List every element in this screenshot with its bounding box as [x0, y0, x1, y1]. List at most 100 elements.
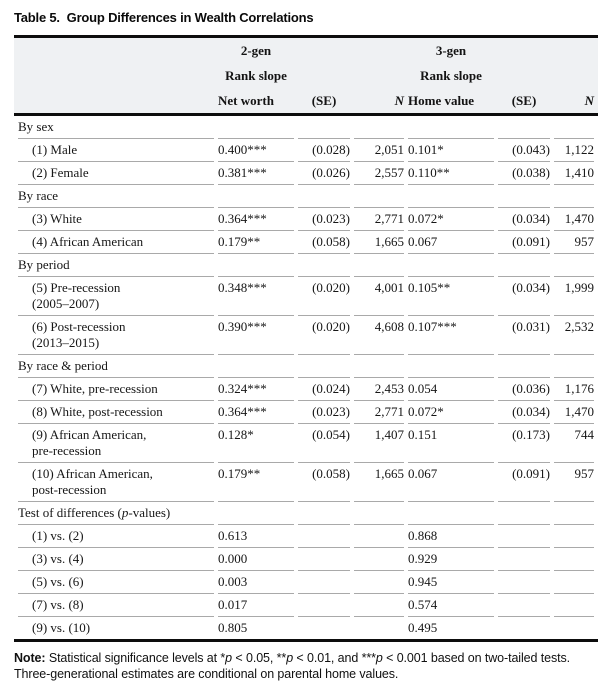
note-label: Note:: [14, 651, 46, 665]
home-value-n: 957: [554, 231, 594, 254]
net-worth-pvalue: 0.000: [218, 548, 294, 571]
col-header-2gen: 2-gen: [240, 43, 272, 58]
header-row-gen: 2-gen 3-gen: [18, 38, 594, 63]
wealth-correlations-table: By sex (1) Male 0.400*** (0.028) 2,051 0…: [14, 116, 598, 639]
table-row: (9) African American, pre-recession 0.12…: [18, 424, 594, 463]
home-value-se: (0.034): [498, 401, 550, 424]
col-header-net-worth: Net worth: [218, 93, 274, 108]
home-value-pvalue: 0.574: [408, 594, 494, 617]
home-value-n: 1,999: [554, 277, 594, 316]
row-label: (7) vs. (8): [18, 594, 214, 617]
net-worth-estimate: 0.364***: [218, 401, 294, 424]
net-worth-n: 1,665: [354, 463, 404, 502]
pvalue-row: (7) vs. (8) 0.017 0.574: [18, 594, 594, 617]
home-value-estimate: 0.101*: [408, 139, 494, 162]
net-worth-pvalue: 0.613: [218, 525, 294, 548]
bottom-rule: [14, 639, 598, 642]
net-worth-se: (0.024): [298, 378, 350, 401]
home-value-estimate: 0.107***: [408, 316, 494, 355]
home-value-n: 1,122: [554, 139, 594, 162]
home-value-pvalue: 0.945: [408, 571, 494, 594]
home-value-estimate: 0.067: [408, 463, 494, 502]
col-header-n-2gen: N: [394, 93, 404, 108]
net-worth-se: (0.020): [298, 316, 350, 355]
italic-p: p: [225, 651, 233, 665]
table-note: Note: Statistical significance levels at…: [14, 651, 570, 681]
pvalue-row: (5) vs. (6) 0.003 0.945: [18, 571, 594, 594]
table-row: (8) White, post-recession 0.364*** (0.02…: [18, 401, 594, 424]
col-header-se-2gen: (SE): [311, 93, 337, 108]
home-value-n: 1,470: [554, 401, 594, 424]
italic-p: p: [121, 505, 129, 520]
table-title: Table 5. Group Differences in Wealth Cor…: [14, 10, 314, 25]
col-header-n-3gen: N: [584, 93, 594, 108]
home-value-se: (0.038): [498, 162, 550, 185]
row-label: (4) African American: [18, 231, 214, 254]
row-label: (5) Pre-recession (2005–2007): [18, 277, 214, 316]
home-value-estimate: 0.105**: [408, 277, 494, 316]
section-row-by-race-period: By race & period: [18, 355, 594, 378]
net-worth-n: 2,771: [354, 208, 404, 231]
row-label-line2: pre-recession: [32, 443, 102, 458]
section-row-test-of-differences: Test of differences (p-values): [18, 502, 594, 525]
col-header-rank-slope-2gen: Rank slope: [225, 68, 287, 83]
home-value-estimate: 0.110**: [408, 162, 494, 185]
net-worth-estimate: 0.381***: [218, 162, 294, 185]
home-value-n: 957: [554, 463, 594, 502]
section-label: By sex: [18, 116, 214, 139]
table-row: (3) White 0.364*** (0.023) 2,771 0.072* …: [18, 208, 594, 231]
section-label: Test of differences (p-values): [18, 502, 214, 525]
row-label: (7) White, pre-recession: [18, 378, 214, 401]
row-label: (3) White: [18, 208, 214, 231]
home-value-estimate: 0.151: [408, 424, 494, 463]
row-label: (8) White, post-recession: [18, 401, 214, 424]
net-worth-n: 4,001: [354, 277, 404, 316]
pvalue-row: (3) vs. (4) 0.000 0.929: [18, 548, 594, 571]
section-row-by-race: By race: [18, 185, 594, 208]
row-label: (1) Male: [18, 139, 214, 162]
net-worth-n: 2,771: [354, 401, 404, 424]
net-worth-se: (0.054): [298, 424, 350, 463]
net-worth-se: (0.020): [298, 277, 350, 316]
home-value-n: 1,410: [554, 162, 594, 185]
table-header: 2-gen 3-gen Rank slope Rank slope Net wo…: [14, 38, 598, 113]
header-row-rankslope: Rank slope Rank slope: [18, 63, 594, 88]
home-value-se: (0.091): [498, 463, 550, 502]
home-value-pvalue: 0.868: [408, 525, 494, 548]
home-value-se: (0.036): [498, 378, 550, 401]
header-bottom-rule: [14, 113, 598, 116]
net-worth-pvalue: 0.805: [218, 620, 248, 635]
home-value-estimate: 0.054: [408, 378, 494, 401]
net-worth-n: 2,453: [354, 378, 404, 401]
table-row: (6) Post-recession (2013–2015) 0.390*** …: [18, 316, 594, 355]
section-label: By race & period: [18, 355, 214, 378]
home-value-se: (0.043): [498, 139, 550, 162]
row-label: (9) vs. (10): [32, 620, 91, 635]
row-label: (6) Post-recession (2013–2015): [18, 316, 214, 355]
col-header-se-3gen: (SE): [511, 93, 537, 108]
net-worth-n: 2,051: [354, 139, 404, 162]
row-label-line2: post-recession: [32, 482, 107, 497]
net-worth-se: (0.028): [298, 139, 350, 162]
table-row: (4) African American 0.179** (0.058) 1,6…: [18, 231, 594, 254]
italic-p: p: [286, 651, 294, 665]
row-label: (5) vs. (6): [18, 571, 214, 594]
col-header-3gen: 3-gen: [435, 43, 467, 58]
net-worth-se: (0.026): [298, 162, 350, 185]
italic-p: p: [375, 651, 383, 665]
net-worth-estimate: 0.400***: [218, 139, 294, 162]
home-value-se: (0.091): [498, 231, 550, 254]
table-row: (10) African American, post-recession 0.…: [18, 463, 594, 502]
top-rule: [14, 35, 598, 38]
header-spacer: [18, 38, 214, 63]
col-header-rank-slope-3gen: Rank slope: [420, 68, 482, 83]
net-worth-n: 1,665: [354, 231, 404, 254]
net-worth-estimate: 0.390***: [218, 316, 294, 355]
section-row-by-sex: By sex: [18, 116, 594, 139]
home-value-pvalue: 0.929: [408, 548, 494, 571]
net-worth-estimate: 0.324***: [218, 378, 294, 401]
row-label: (1) vs. (2): [18, 525, 214, 548]
row-label: (2) Female: [18, 162, 214, 185]
row-label: (9) African American, pre-recession: [18, 424, 214, 463]
